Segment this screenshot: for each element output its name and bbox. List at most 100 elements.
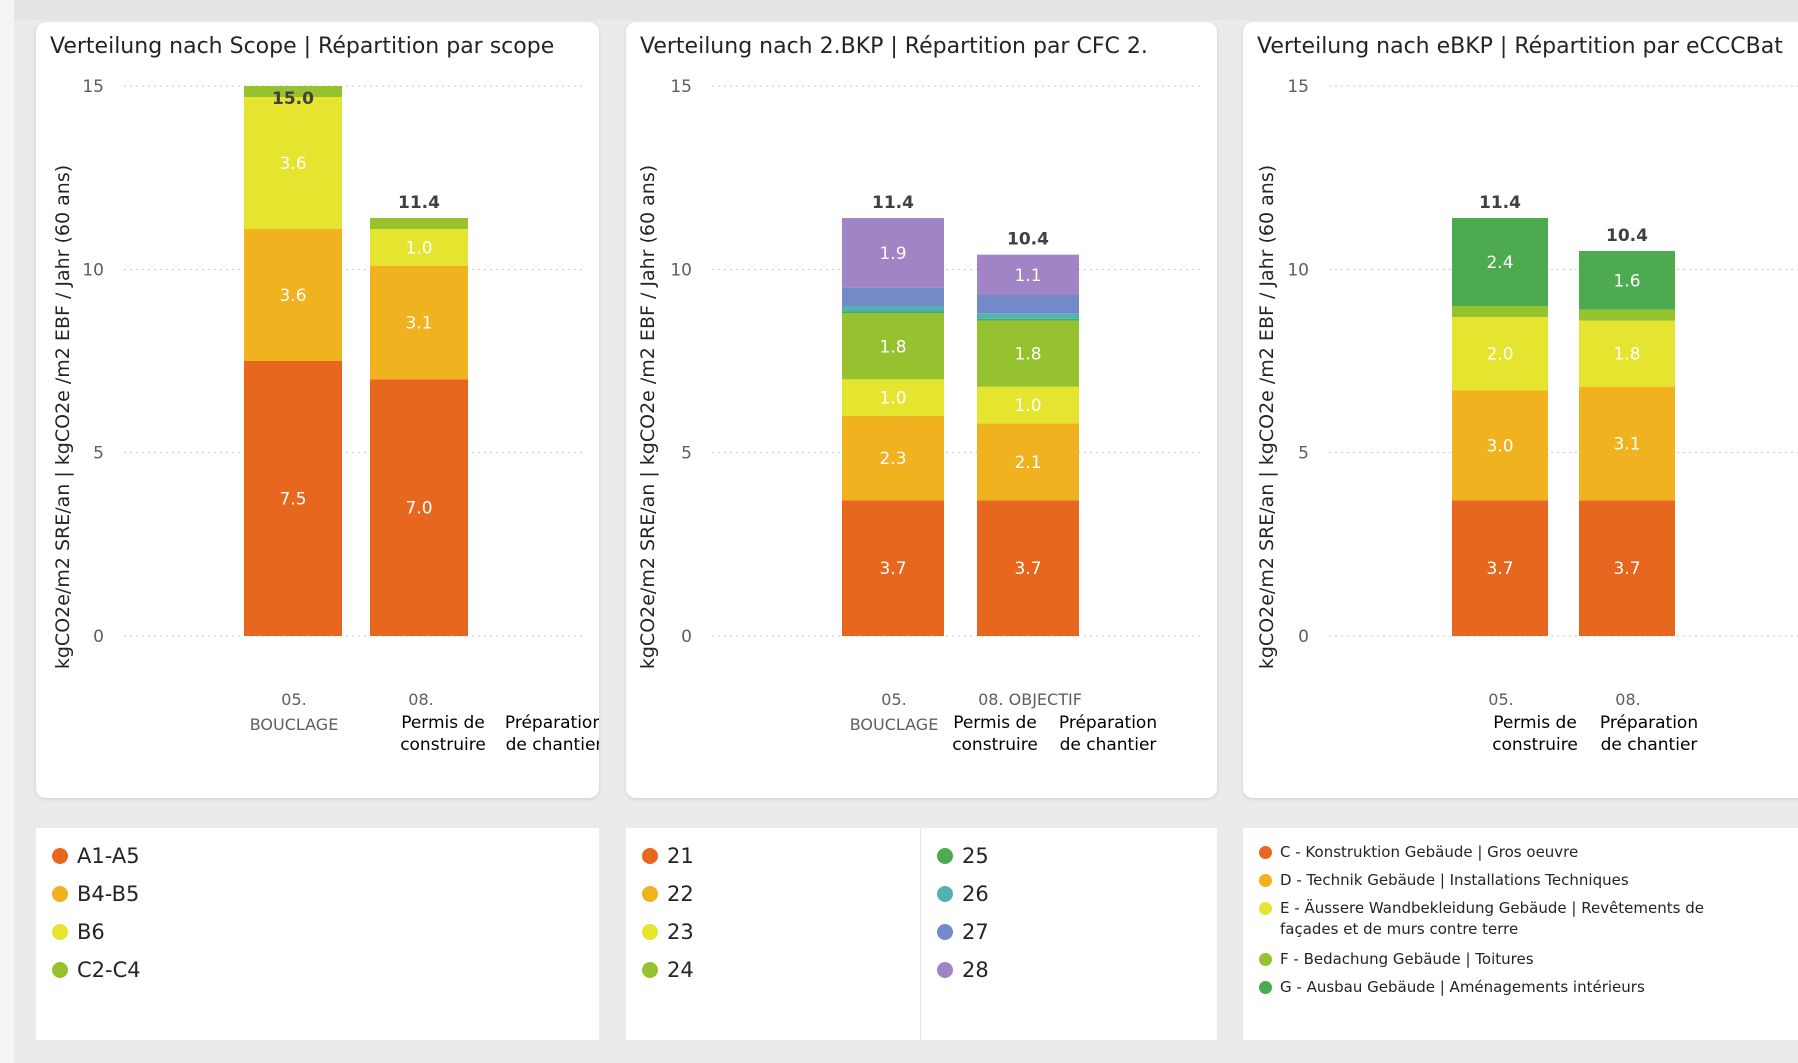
legend-item[interactable]: B6 xyxy=(52,920,105,944)
bar-total-label: 10.4 xyxy=(1606,226,1648,246)
bar-segment[interactable] xyxy=(842,416,944,501)
segment-value-label: 3.7 xyxy=(879,559,906,579)
bar-segment[interactable] xyxy=(370,379,468,636)
legend-label: E - Äussere Wandbekleidung Gebäude | Rev… xyxy=(1280,899,1704,938)
legend-item[interactable]: 28 xyxy=(937,958,989,982)
bar-segment[interactable] xyxy=(244,361,342,636)
segment-value-label: 2.3 xyxy=(879,449,906,469)
chart-card-scope[interactable]: Verteilung nach Scope | Répartition par … xyxy=(36,22,599,798)
bar-total-label: 15.0 xyxy=(272,89,314,109)
legend-item[interactable]: 22 xyxy=(642,882,694,906)
overlay-label-text: construire xyxy=(1492,735,1578,755)
legend-item[interactable]: 25 xyxy=(937,844,989,868)
legend-dot xyxy=(1259,953,1272,966)
legend-item[interactable]: A1-A5 xyxy=(52,844,140,868)
chart-card-bkp[interactable]: Verteilung nach 2.BKP | Répartition par … xyxy=(626,22,1217,798)
bar-segment[interactable] xyxy=(842,500,944,636)
legend-label: B6 xyxy=(77,920,105,944)
bar-segment[interactable] xyxy=(842,306,944,312)
legend-item[interactable]: F - Bedachung Gebäude | Toitures xyxy=(1259,949,1739,970)
overlay-label-bg xyxy=(391,710,495,758)
bar-segment[interactable] xyxy=(977,318,1079,321)
segment-value-label: 2.0 xyxy=(1486,345,1513,365)
bar-segment[interactable] xyxy=(1579,309,1675,321)
chart-title: Verteilung nach 2.BKP | Répartition par … xyxy=(640,34,1148,59)
bar-segment[interactable] xyxy=(1579,320,1675,387)
segment-value-label: 3.7 xyxy=(1014,559,1041,579)
legend-item[interactable]: D - Technik Gebäude | Installations Tech… xyxy=(1259,870,1739,891)
legend-item[interactable]: 24 xyxy=(642,958,694,982)
bar-segment[interactable] xyxy=(1579,251,1675,310)
x-category-label: BOUCLAGE xyxy=(250,715,339,734)
legend-dot xyxy=(937,848,953,864)
segment-value-label: 1.0 xyxy=(879,389,906,409)
bar-segment[interactable] xyxy=(977,386,1079,424)
y-tick-label: 10 xyxy=(82,260,104,280)
legend-item[interactable]: 21 xyxy=(642,844,694,868)
legend-dot xyxy=(937,886,953,902)
bar-segment[interactable] xyxy=(1452,218,1548,306)
bar-segment[interactable] xyxy=(370,218,468,229)
bar-segment[interactable] xyxy=(244,86,342,97)
legend-item[interactable]: C2-C4 xyxy=(52,958,141,982)
y-tick-label: 15 xyxy=(670,77,692,97)
legend-item[interactable]: 23 xyxy=(642,920,694,944)
segment-value-label: 1.6 xyxy=(1613,271,1640,291)
segment-value-label: 2.1 xyxy=(1014,453,1041,473)
segment-value-label: 3.1 xyxy=(1613,435,1640,455)
legend-item[interactable]: E - Äussere Wandbekleidung Gebäude | Rev… xyxy=(1259,898,1739,940)
x-category-label: 08. xyxy=(1615,690,1640,709)
bar-segment[interactable] xyxy=(842,313,944,380)
bar-segment[interactable] xyxy=(1452,390,1548,501)
segment-value-label: 1.8 xyxy=(1014,345,1041,365)
chart-title: Verteilung nach Scope | Répartition par … xyxy=(50,34,554,59)
segment-value-label: 3.6 xyxy=(279,286,306,306)
bar-segment[interactable] xyxy=(977,423,1079,501)
legend-label: 26 xyxy=(962,882,989,906)
chart-card-ebkp[interactable]: Verteilung nach eBKP | Répartition par e… xyxy=(1243,22,1798,798)
bar-segment[interactable] xyxy=(370,265,468,380)
bar-segment[interactable] xyxy=(1579,500,1675,636)
segment-value-label: 1.0 xyxy=(1014,396,1041,416)
segment-value-label: 7.5 xyxy=(279,490,306,510)
chart-ebkp: Verteilung nach eBKP | Répartition par e… xyxy=(1256,34,1798,758)
legend-dot xyxy=(1259,981,1272,994)
legend-dot xyxy=(52,886,68,902)
segment-value-label: 3.1 xyxy=(405,314,432,334)
bar-segment[interactable] xyxy=(977,500,1079,636)
bar-segment[interactable] xyxy=(977,295,1079,314)
bar-segment[interactable] xyxy=(1579,386,1675,501)
bar-segment[interactable] xyxy=(842,311,944,314)
legend-item[interactable]: B4-B5 xyxy=(52,882,139,906)
legend-item[interactable]: C - Konstruktion Gebäude | Gros oeuvre xyxy=(1259,842,1739,863)
bar-segment[interactable] xyxy=(244,97,342,229)
bar-segment[interactable] xyxy=(370,229,468,266)
bar-segment[interactable] xyxy=(1452,306,1548,317)
segment-value-label: 1.9 xyxy=(879,244,906,264)
x-category-label: 08. OBJECTIF xyxy=(978,690,1082,709)
overlay-label-bg xyxy=(943,710,1047,758)
bar-segment[interactable] xyxy=(1452,317,1548,391)
x-category-label: 05. xyxy=(881,690,906,709)
segment-value-label: 3.7 xyxy=(1613,559,1640,579)
legend-label: A1-A5 xyxy=(77,844,140,868)
bar-segment[interactable] xyxy=(244,229,342,361)
bar-segment[interactable] xyxy=(842,218,944,288)
legend-item[interactable]: 27 xyxy=(937,920,989,944)
y-tick-label: 15 xyxy=(1287,77,1309,97)
y-tick-label: 15 xyxy=(82,77,104,97)
segment-value-label: 1.8 xyxy=(1613,345,1640,365)
legend-item[interactable]: G - Ausbau Gebäude | Aménagements intéri… xyxy=(1259,977,1739,998)
bar-segment[interactable] xyxy=(842,379,944,416)
bar-segment[interactable] xyxy=(842,287,944,306)
bar-segment[interactable] xyxy=(977,320,1079,387)
legend-label: 23 xyxy=(667,920,694,944)
legend-dot xyxy=(937,924,953,940)
bar-segment[interactable] xyxy=(977,254,1079,295)
bar-segment[interactable] xyxy=(977,313,1079,319)
bar-segment[interactable] xyxy=(1452,500,1548,636)
legend-item[interactable]: 26 xyxy=(937,882,989,906)
x-category-label: BOUCLAGE xyxy=(850,715,939,734)
